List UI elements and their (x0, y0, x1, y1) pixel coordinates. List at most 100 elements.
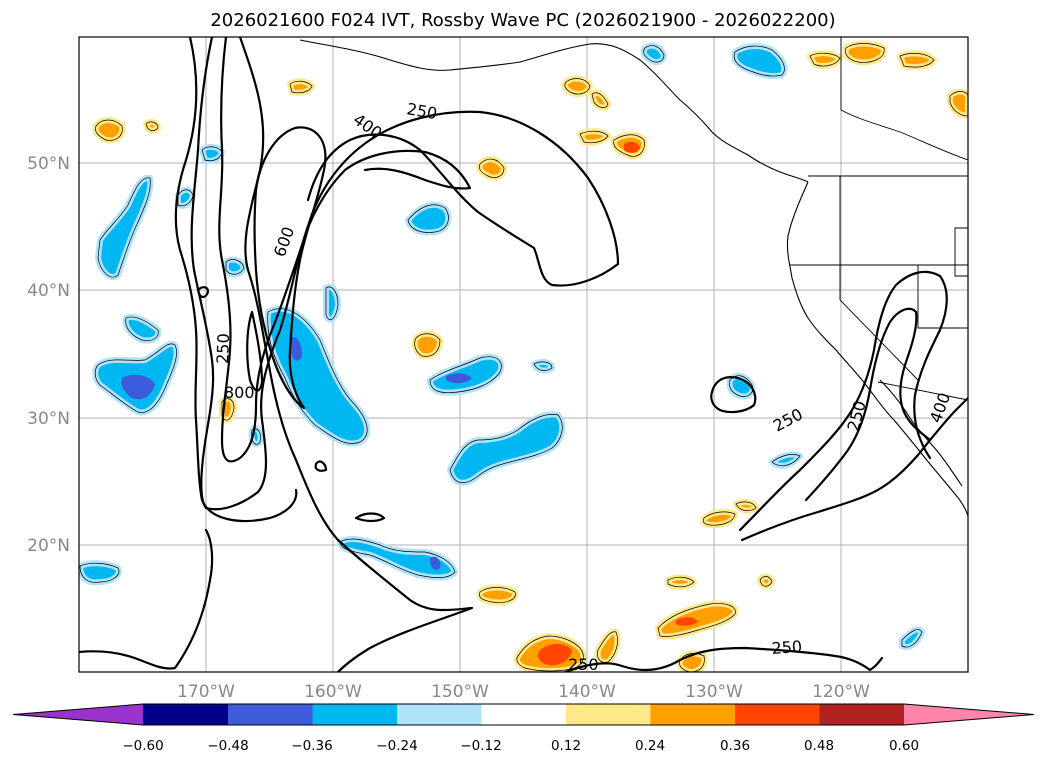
neg-core-west (121, 374, 155, 400)
colorbar-outline (12, 703, 1035, 726)
ivt-contour-250-east-outer (740, 396, 968, 542)
anomaly-edge (591, 92, 609, 108)
anomaly-edge (533, 361, 553, 371)
ivt-contours (79, 37, 968, 672)
contour-label-400-east: 400 (926, 390, 954, 425)
colorbar-tick-label: −0.24 (376, 738, 417, 754)
colorbar-bin-9 (819, 704, 904, 725)
map-frame (78, 36, 969, 673)
neg-blob-mid-north (405, 201, 452, 236)
neg-core-south (430, 556, 441, 570)
border-us-mexico (877, 381, 968, 401)
colorbar-bin-6 (566, 704, 651, 725)
anomaly-edge (901, 629, 923, 648)
pos-blob-northeast-4 (947, 88, 968, 119)
border-state-4 (839, 265, 919, 381)
pos-blob-northeast-3 (897, 50, 937, 71)
map-title: 2026021600 F024 IVT, Rossby Wave PC (202… (210, 10, 835, 31)
anomaly-edge (145, 121, 159, 131)
anomaly-edge (429, 356, 502, 394)
anomaly-edge (289, 80, 313, 94)
colorbar-tick-label: −0.12 (460, 738, 501, 754)
ivt-contour-250-southwest (79, 528, 214, 670)
anomaly-edge (759, 576, 773, 587)
lon-label-140w: 140°W (558, 682, 616, 702)
anomaly-edge (94, 343, 177, 413)
anomaly-edge (735, 501, 757, 511)
border-state-3 (917, 265, 968, 329)
pos-core-southeast (676, 617, 698, 626)
anomaly-edge (657, 603, 736, 637)
anomaly-edge (449, 414, 563, 484)
anomaly-edge (221, 398, 235, 421)
colorbar-segments (13, 704, 1034, 725)
anomaly-edge (702, 511, 736, 526)
contour-label-250-south-2: 250 (771, 637, 803, 658)
anomaly-edge (325, 286, 339, 321)
ivt-contour-250-north (190, 37, 620, 511)
pos-core-north (624, 141, 640, 153)
anomaly-edge (407, 204, 449, 233)
neg-blob-small-4 (323, 284, 341, 323)
contour-label-250-east-1: 250 (770, 404, 806, 435)
positive-anomalies (92, 40, 968, 672)
ivt-contour-600 (253, 126, 327, 410)
lat-label-20n: 20°N (27, 536, 70, 556)
anomaly-edge (516, 635, 584, 672)
anomaly-edge (679, 653, 705, 672)
contour-label-250-north: 250 (405, 99, 438, 123)
anomaly-edge (267, 308, 368, 444)
longitude-labels: 170°W 160°W 150°W 140°W 130°W 120°W (177, 682, 870, 702)
colorbar-tick-label: −0.48 (207, 738, 248, 754)
contour-label-250-west: 250 (213, 333, 233, 364)
coast-west-us (786, 181, 968, 517)
anomaly-edge (125, 316, 159, 341)
colorbar-ticks: −0.60 −0.48 −0.36 −0.24 −0.12 0.12 0.24 … (122, 738, 919, 754)
neg-blob-southeast (447, 411, 566, 486)
anomaly-edge (79, 562, 120, 583)
anomaly-edge (478, 158, 505, 178)
anomaly-edge (845, 43, 885, 63)
colorbar-tick-label: 0.12 (551, 738, 581, 754)
latitude-labels: 50°N 40°N 30°N 20°N (27, 154, 70, 556)
neg-core-mid (446, 373, 472, 384)
border-canada-province (840, 37, 968, 161)
colorbar-tick-label: −0.36 (291, 738, 332, 754)
anomaly-edge (949, 91, 968, 117)
colorbar-extend-min (13, 704, 143, 725)
colorbar: −0.60 −0.48 −0.36 −0.24 −0.12 0.12 0.24 … (12, 703, 1035, 754)
colorbar-bin-8 (735, 704, 820, 725)
ivt-contour-250-west-outer (238, 37, 474, 672)
ivt-contour-250-south (563, 646, 884, 672)
contour-label-250-south-1: 250 (568, 655, 599, 674)
coast-alaska-bc (299, 39, 809, 183)
anomaly-edge (579, 130, 609, 144)
colorbar-bin-2 (228, 704, 313, 725)
colorbar-tick-label: 0.48 (804, 738, 834, 754)
anomaly-edge (643, 45, 665, 63)
lat-label-50n: 50°N (27, 154, 70, 174)
contour-label-600: 600 (270, 224, 298, 259)
anomaly-edge (95, 119, 123, 141)
pos-blob-east-1 (700, 508, 738, 529)
anomaly-edge (771, 454, 801, 467)
colorbar-bin-3 (312, 704, 397, 725)
coastline-north-america (299, 37, 968, 517)
border-state-5 (954, 227, 968, 277)
anomaly-edge (729, 375, 754, 397)
ivt-contour-250-east-arc (738, 270, 948, 532)
anomaly-edge (733, 45, 785, 77)
ivt-contour-small-3 (354, 512, 386, 523)
colorbar-tick-label: 0.60 (889, 738, 919, 754)
lon-label-130w: 130°W (685, 682, 743, 702)
anomaly-edge (339, 538, 456, 578)
contour-label-250-east-2: 250 (844, 399, 870, 433)
contour-label-800: 800 (224, 383, 255, 402)
colorbar-bin-1 (143, 704, 228, 725)
neg-blob-northeast (731, 43, 788, 80)
pos-blob-small-2 (287, 78, 315, 96)
anomaly-edge (225, 259, 245, 275)
anomaly-edge (564, 78, 591, 95)
colorbar-bin-4 (397, 704, 482, 725)
